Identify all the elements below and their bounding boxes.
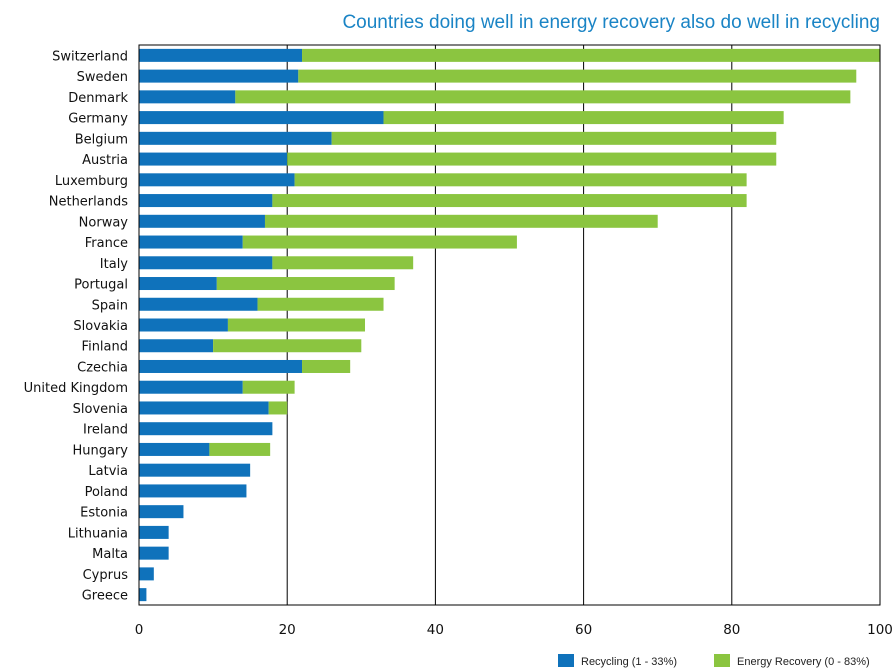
bar-recycling [139,318,228,332]
bar-energy-recovery [209,442,271,456]
bar-recycling [139,359,303,373]
bar-energy-recovery [268,401,288,415]
bar-recycling [139,111,384,125]
bar-recycling [139,588,147,602]
category-label: Finland [82,340,128,355]
bar-recycling [139,442,210,456]
category-label: Lithuania [68,526,128,541]
category-label: Greece [82,589,128,604]
bar-energy-recovery [287,152,777,166]
bar-energy-recovery [272,256,414,270]
bar-recycling [139,546,169,560]
bar-recycling [139,297,258,311]
category-label: Hungary [72,443,128,458]
x-tick-label: 40 [427,622,444,638]
legend-label-energy-recovery: Energy Recovery (0 - 83%) [737,656,870,668]
bar-recycling [139,380,243,394]
category-label: Slovakia [73,319,128,334]
bar-recycling [139,567,154,581]
bar-energy-recovery [298,69,857,83]
category-label: Cyprus [83,568,129,583]
bar-energy-recovery [302,48,880,62]
bar-recycling [139,152,288,166]
category-label: Spain [92,298,128,313]
category-label: Latvia [88,464,128,479]
bar-energy-recovery [257,297,384,311]
category-label: Estonia [80,506,128,521]
bar-recycling [139,505,184,519]
category-label: Luxemburg [55,174,128,189]
bar-energy-recovery [216,277,395,291]
category-label: Ireland [83,423,128,438]
category-label: Netherlands [49,195,128,210]
bar-energy-recovery [227,318,366,332]
category-label: Belgium [75,132,128,147]
category-label: Poland [85,485,128,500]
x-tick-label: 0 [135,622,144,638]
bar-recycling [139,463,251,477]
bar-energy-recovery [272,194,747,208]
legend: Recycling (1 - 33%) Energy Recovery (0 - … [558,654,870,668]
x-tick-label: 100 [867,622,893,638]
bar-recycling [139,235,243,249]
bar-recycling [139,484,247,498]
bar-energy-recovery [264,214,658,228]
x-tick-labels: 0 20 40 60 80 100 [135,622,893,638]
bar-recycling [139,48,303,62]
legend-swatch-recycling [558,654,574,667]
bar-recycling [139,214,265,228]
x-tick-label: 80 [723,622,740,638]
legend-label-recycling: Recycling (1 - 33%) [581,656,677,668]
bar-recycling [139,277,217,291]
bar-energy-recovery [242,235,517,249]
category-label: Portugal [74,278,128,293]
bar-recycling [139,131,332,145]
bar-energy-recovery [235,90,851,104]
bar-energy-recovery [213,339,362,353]
category-label: Denmark [68,91,128,106]
bars-group [139,48,880,602]
bar-recycling [139,69,299,83]
category-labels: Switzerland Sweden Denmark Germany Belgium Au… [24,49,129,603]
bar-energy-recovery [302,359,351,373]
bar-energy-recovery [383,111,784,125]
category-label: Italy [100,257,129,272]
category-label: France [85,236,128,251]
bar-recycling [139,173,295,187]
x-tick-label: 20 [279,622,296,638]
category-label: Switzerland [52,49,128,64]
bar-recycling [139,401,269,415]
bar-recycling [139,339,214,353]
category-label: Germany [68,112,128,127]
bar-recycling [139,194,273,208]
bar-energy-recovery [331,131,777,145]
bar-recycling [139,90,236,104]
bar-energy-recovery [242,380,295,394]
category-label: Austria [82,153,128,168]
legend-swatch-energy-recovery [714,654,730,667]
category-label: United Kingdom [24,381,128,396]
category-label: Slovenia [73,402,128,417]
category-label: Sweden [77,70,128,85]
bar-recycling [139,525,169,539]
category-label: Malta [92,547,128,562]
category-label: Czechia [77,360,128,375]
bar-energy-recovery [294,173,747,187]
bar-recycling [139,256,273,270]
bar-recycling [139,422,273,436]
category-label: Norway [79,215,129,230]
chart-title: Countries doing well in energy recovery … [342,12,880,33]
plot-frame [138,44,881,606]
x-tick-label: 60 [575,622,592,638]
